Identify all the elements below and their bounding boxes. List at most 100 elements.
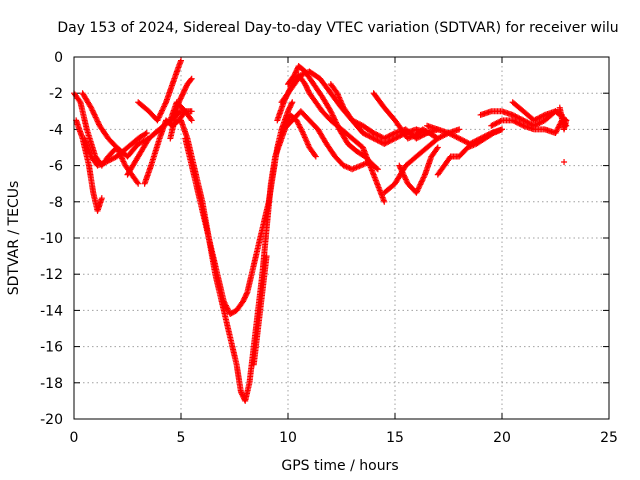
data-point-arc-11 [328,109,335,116]
data-point-arc-21 [511,118,518,125]
data-point-arc-14 [359,130,366,137]
data-point-arc-4 [105,157,112,164]
data-point-arc-11 [329,112,336,119]
data-point-arc-18 [448,131,455,138]
data-point-arc-1 [76,97,83,104]
data-point-arc-14 [381,140,388,147]
data-point-arc-5 [159,107,166,114]
data-point-arc-21 [488,122,495,129]
data-point-arc-11 [331,115,338,122]
data-point-arc-17 [415,185,422,192]
data-point-arc-3 [89,107,96,114]
data-point-arc-17 [402,175,409,182]
data-point-arc-5 [157,110,164,117]
data-point-arc-21 [489,122,496,129]
data-point-arc-21 [496,118,503,125]
data-point-arc-10 [374,132,381,139]
data-point-arc-4 [109,155,116,162]
data-point-arc-18 [453,134,460,141]
data-point-arc-21 [513,119,520,126]
data-point-arc-17 [398,166,405,173]
data-point-arc-10 [375,132,382,139]
y-tick-label: 0 [54,50,63,66]
data-point-arc-16 [456,126,463,133]
data-point-arc-19 [489,130,496,137]
data-point-arc-5 [157,111,164,118]
chart-title: Day 153 of 2024, Sidereal Day-to-day VTE… [57,20,618,36]
data-point-arc-20 [509,111,516,118]
data-point-arc-11 [333,119,340,126]
data-point-arc-14 [377,138,384,145]
data-point-arc-14 [375,138,382,145]
data-point-arc-10 [386,132,393,139]
data-point-arc-8 [187,76,194,83]
data-point-arc-20 [536,120,543,127]
data-point-arc-18 [446,130,453,137]
data-point-dip-tail [263,253,270,260]
data-point-arc-11 [332,118,339,125]
data-point-arc-14 [371,136,378,143]
data-point-arc-5 [178,57,184,64]
data-point-arc-3 [92,114,99,121]
data-point-arc-14 [369,134,376,141]
data-point-arc-17 [418,178,425,185]
data-point-arc-9 [381,198,388,205]
data-point-arc-20 [515,114,522,121]
data-point-arc-3 [119,157,126,164]
data-point-arc-4 [103,158,110,165]
data-point-dip-inner [288,100,295,107]
grid [74,57,609,419]
data-point-arc-14 [386,138,393,145]
data-point-arc-14 [373,136,380,143]
data-point-arc-3 [135,180,142,187]
data-point-arc-22 [535,115,542,122]
y-tick-label: -8 [49,195,63,211]
data-point-arc-18 [458,136,465,143]
y-tick-label: -20 [40,412,63,428]
data-point-arc-4 [111,154,118,161]
data-point-arc-5 [161,102,168,109]
data-point-arc-3 [95,119,102,126]
data-point-arc-10 [377,133,384,140]
data-point-arc-14 [367,134,374,141]
data-point-arc-4 [142,130,149,137]
data-point-arc-1 [137,139,144,146]
data-point-arc-8 [188,75,195,82]
data-point-arc-1 [135,140,142,147]
data-point-arc-21 [519,122,526,129]
data-point-arc-14 [374,137,381,144]
data-point-arc-14 [378,139,385,146]
data-point-arc-17 [398,168,405,175]
data-point-arc-20 [516,115,523,122]
data-point-arc-18 [452,133,459,140]
data-point-arc-11 [331,116,338,123]
data-point-arc-18 [445,130,452,137]
y-tick-label: -12 [40,267,63,283]
x-tick-label: 10 [279,430,297,446]
data-point-arc-21 [515,120,522,127]
data-point-arc-18 [457,136,464,143]
data-point-arc-17 [413,189,420,196]
data-point-arc-20 [517,115,524,122]
data-point-arc-12 [374,166,381,173]
data-point-arc-5 [154,117,161,124]
data-point-arc-17 [396,162,403,169]
data-point-arc-14 [396,133,403,140]
data-point-arc-21 [490,121,497,128]
y-axis-label: SDTVAR / TECUs [6,181,22,296]
data-point-arc-21 [509,117,516,124]
data-point-arc-6 [187,116,194,123]
data-points [71,57,570,404]
data-point-arc-19 [499,126,505,133]
data-point-arc-17 [414,188,421,195]
data-point-arc-3 [120,158,127,165]
data-point-arc-4 [143,130,150,137]
plot-frame [73,56,610,420]
data-point-arc-14 [389,136,396,143]
data-point-arc-3 [91,111,98,118]
data-point-arc-17 [420,174,427,181]
data-point-arc-2 [98,195,105,202]
data-point-arc-20 [520,117,527,124]
y-tick-label: -2 [49,86,63,102]
data-point-arc-22 [537,113,544,120]
